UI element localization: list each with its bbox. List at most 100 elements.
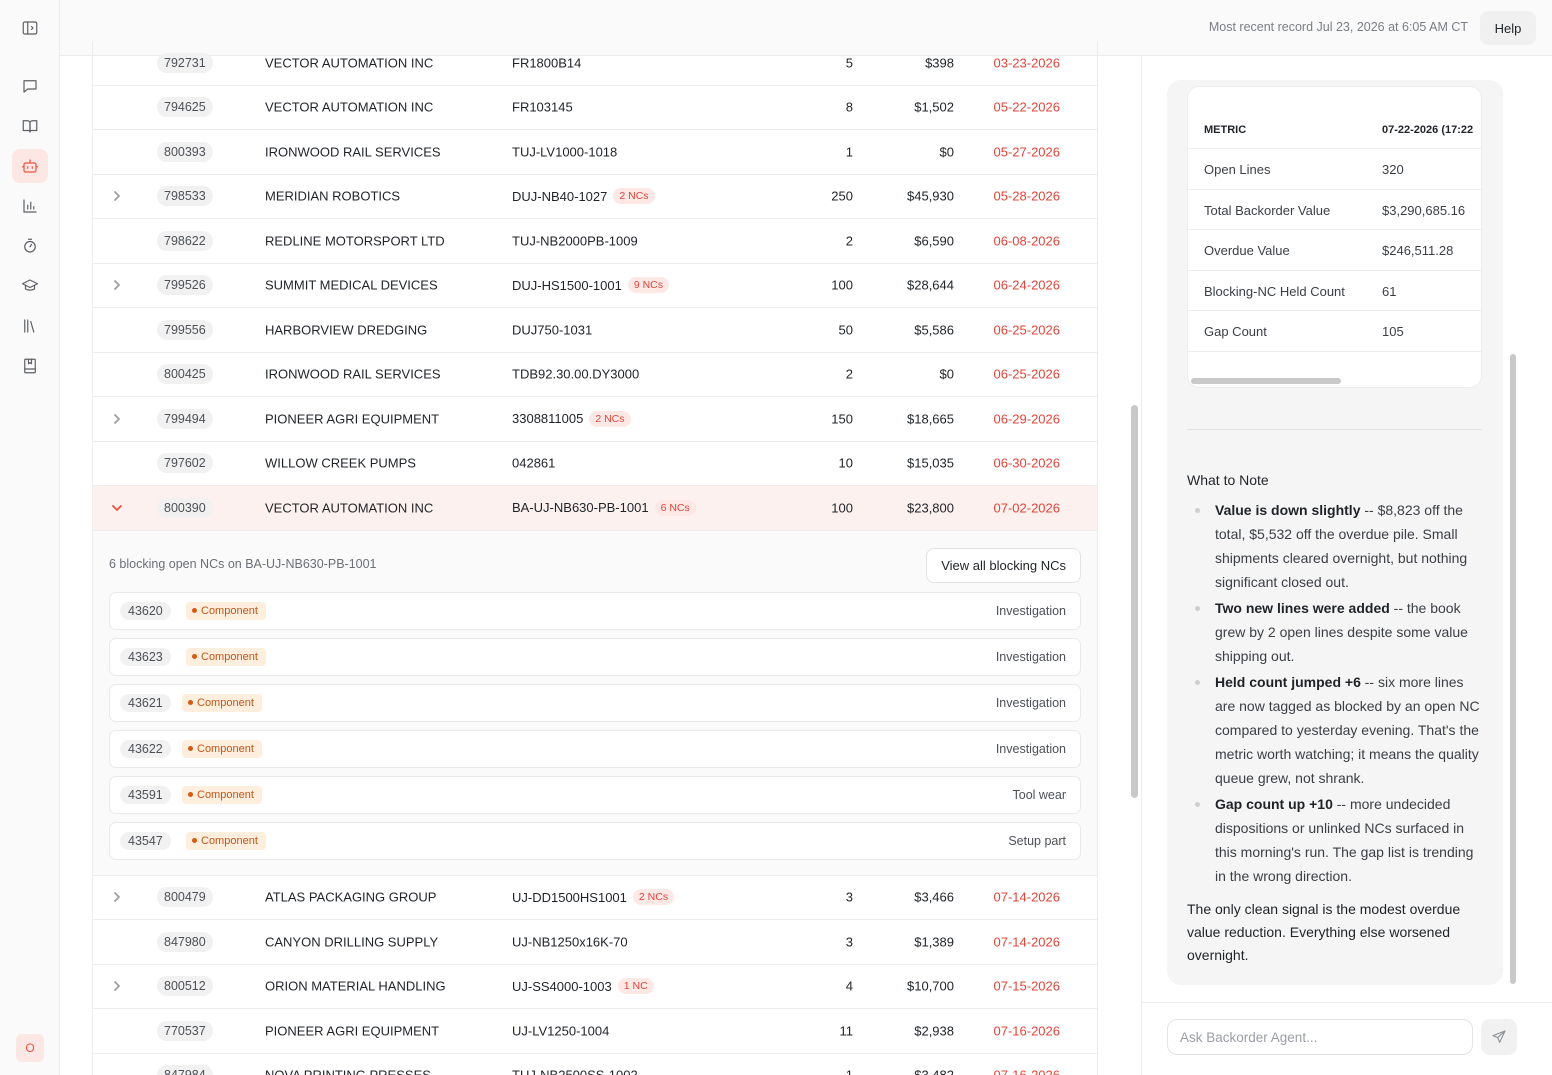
ask-agent-input[interactable] bbox=[1167, 1019, 1473, 1055]
help-button[interactable]: Help bbox=[1480, 11, 1536, 45]
quantity: 2 bbox=[845, 366, 853, 382]
notebook-icon[interactable] bbox=[12, 349, 48, 383]
customer-name: ATLAS PACKAGING GROUP bbox=[265, 889, 437, 905]
metric-name: Blocking-NC Held Count bbox=[1204, 283, 1345, 299]
table-row[interactable]: 797602 WILLOW CREEK PUMPS 042861 10 $15,035 0… bbox=[93, 442, 1097, 486]
part-number: DUJ-NB40-1027 bbox=[512, 188, 608, 204]
horizontal-scrollbar[interactable] bbox=[1191, 378, 1341, 384]
quantity: 100 bbox=[831, 500, 853, 516]
quantity: 4 bbox=[845, 978, 853, 994]
divider bbox=[1187, 429, 1482, 430]
divider bbox=[1142, 1002, 1552, 1003]
graduation-cap-icon[interactable] bbox=[12, 269, 48, 303]
due-date: 06-30-2026 bbox=[993, 455, 1061, 471]
note-item: Held count jumped +6 -- six more lines a… bbox=[1195, 670, 1487, 790]
table-row[interactable]: 794625 VECTOR AUTOMATION INC FR103145 8 $1,5… bbox=[93, 86, 1097, 130]
note-text: -- the book grew by 2 open lines despite… bbox=[1215, 600, 1468, 664]
due-date: 03-23-2026 bbox=[993, 55, 1061, 71]
quantity: 3 bbox=[845, 889, 853, 905]
what-to-note-heading: What to Note bbox=[1187, 472, 1269, 488]
top-bar: Most recent record Jul 23, 2026 at 6:05 … bbox=[60, 0, 1552, 56]
part-number-cell: TDB92.30.00.DY3000 bbox=[512, 367, 639, 382]
chevron-down-icon[interactable] bbox=[111, 502, 123, 514]
nc-count-badge: 1 NC bbox=[617, 978, 654, 995]
due-date: 07-16-2026 bbox=[993, 1023, 1061, 1039]
table-scrollbar[interactable] bbox=[1131, 405, 1138, 798]
customer-name: IRONWOOD RAIL SERVICES bbox=[265, 366, 441, 382]
nc-reason: Investigation bbox=[995, 603, 1066, 618]
note-heading: Held count jumped +6 bbox=[1215, 674, 1361, 690]
quantity: 3 bbox=[845, 934, 853, 950]
table-row[interactable]: 800393 IRONWOOD RAIL SERVICES TUJ-LV1000-1… bbox=[93, 130, 1097, 175]
timer-icon[interactable] bbox=[12, 229, 48, 263]
quantity: 100 bbox=[831, 277, 853, 293]
nc-reason: Tool wear bbox=[1012, 787, 1067, 802]
metric-row: Open Lines 320 bbox=[1188, 148, 1481, 188]
part-number-cell: UJ-NB1250x16K-70 bbox=[512, 934, 628, 949]
value: $28,644 bbox=[907, 277, 954, 293]
agent-panel: METRIC 07-22-2026 (17:22 Open Lines 320 To… bbox=[1141, 56, 1552, 1075]
chevron-right-icon[interactable] bbox=[111, 980, 123, 992]
customer-name: IRONWOOD RAIL SERVICES bbox=[265, 144, 441, 160]
note-heading: Two new lines were added bbox=[1215, 600, 1390, 616]
table-row[interactable]: 799526 SUMMIT MEDICAL DEVICES DUJ-HS1500-1… bbox=[93, 264, 1097, 308]
value: $15,035 bbox=[907, 455, 954, 471]
table-row[interactable]: 799556 HARBORVIEW DREDGING DUJ750-1031 50 $5… bbox=[93, 308, 1097, 353]
library-icon[interactable] bbox=[12, 309, 48, 343]
note-item: Value is down slightly -- $8,823 off the… bbox=[1195, 498, 1487, 594]
table-row[interactable]: 847984 NOVA PRINTING PRESSES TUJ-NB2500SS-… bbox=[93, 1054, 1097, 1075]
chevron-right-icon[interactable] bbox=[111, 190, 123, 202]
nc-type-label: Component bbox=[197, 696, 254, 709]
table-row[interactable]: 800512 ORION MATERIAL HANDLING UJ-SS4000-1… bbox=[93, 965, 1097, 1009]
quantity: 10 bbox=[838, 455, 853, 471]
part-number-cell: TUJ-NB2000PB-1009 bbox=[512, 233, 638, 248]
note-heading: Value is down slightly bbox=[1215, 502, 1361, 518]
avatar[interactable]: O bbox=[16, 1034, 44, 1062]
bot-icon[interactable] bbox=[12, 149, 48, 183]
nc-list-item[interactable]: 43547 Component Setup part bbox=[109, 821, 1081, 860]
chevron-right-icon[interactable] bbox=[111, 891, 123, 903]
table-row[interactable]: 800425 IRONWOOD RAIL SERVICES TDB92.30.00.… bbox=[93, 353, 1097, 397]
view-all-blocking-ncs-button[interactable]: View all blocking NCs bbox=[926, 547, 1081, 583]
nc-list-item[interactable]: 43622 Component Investigation bbox=[109, 729, 1081, 768]
nc-list-item[interactable]: 43623 Component Investigation bbox=[109, 637, 1081, 676]
chat-icon[interactable] bbox=[12, 69, 48, 103]
nc-list-item[interactable]: 43620 Component Investigation bbox=[109, 591, 1081, 630]
order-id: 798622 bbox=[157, 230, 213, 251]
nc-count-badge: 2 NCs bbox=[632, 889, 675, 906]
nc-number: 43620 bbox=[120, 601, 171, 620]
nc-number: 43623 bbox=[120, 647, 171, 666]
part-number: BA-UJ-NB630-PB-1001 bbox=[512, 500, 649, 516]
chevron-right-icon[interactable] bbox=[111, 413, 123, 425]
table-row-expanded[interactable]: 800390 VECTOR AUTOMATION INC BA-UJ-NB630… bbox=[93, 486, 1097, 531]
part-number: FR103145 bbox=[512, 99, 573, 115]
nc-count-badge: 9 NCs bbox=[627, 277, 670, 294]
quantity: 11 bbox=[839, 1023, 854, 1039]
sidebar-toggle-icon[interactable] bbox=[12, 11, 48, 45]
metric-column-header: METRIC bbox=[1204, 124, 1247, 136]
nc-reason: Investigation bbox=[995, 741, 1066, 756]
table-row[interactable]: 800479 ATLAS PACKAGING GROUP UJ-DD1500HS10… bbox=[93, 876, 1097, 920]
send-button[interactable] bbox=[1481, 1019, 1517, 1055]
book-open-icon[interactable] bbox=[12, 109, 48, 143]
chevron-right-icon[interactable] bbox=[111, 279, 123, 291]
bar-chart-icon[interactable] bbox=[12, 189, 48, 223]
table-row[interactable]: 847980 CANYON DRILLING SUPPLY UJ-NB1250x16… bbox=[93, 920, 1097, 965]
table-row[interactable]: 770537 PIONEER AGRI EQUIPMENT UJ-LV1250-10… bbox=[93, 1009, 1097, 1054]
metric-row: Blocking-NC Held Count 61 bbox=[1188, 269, 1481, 310]
nc-list-item[interactable]: 43591 Component Tool wear bbox=[109, 775, 1081, 814]
notes-list: Value is down slightly -- $8,823 off the… bbox=[1195, 498, 1487, 890]
part-number: UJ-SS4000-1003 bbox=[512, 978, 612, 994]
table-row[interactable]: 798622 REDLINE MOTORSPORT LTD TUJ-NB2000PB… bbox=[93, 219, 1097, 264]
due-date: 05-28-2026 bbox=[993, 188, 1061, 204]
quantity: 150 bbox=[831, 411, 853, 427]
part-number-cell: FR1800B14 bbox=[512, 55, 581, 70]
table-row[interactable]: 798533 MERIDIAN ROBOTICS DUJ-NB40-1027 2 NC… bbox=[93, 175, 1097, 219]
note-text: -- six more lines are now tagged as bloc… bbox=[1215, 674, 1480, 786]
nc-list-item[interactable]: 43621 Component Investigation bbox=[109, 683, 1081, 722]
metric-value: 105 bbox=[1382, 324, 1404, 339]
table-row[interactable]: 792731 VECTOR AUTOMATION INC FR1800B14 5 $39… bbox=[93, 41, 1097, 86]
value: $10,700 bbox=[907, 978, 954, 994]
table-row[interactable]: 799494 PIONEER AGRI EQUIPMENT 3308811005 2 … bbox=[93, 397, 1097, 442]
panel-scrollbar[interactable] bbox=[1510, 354, 1516, 984]
